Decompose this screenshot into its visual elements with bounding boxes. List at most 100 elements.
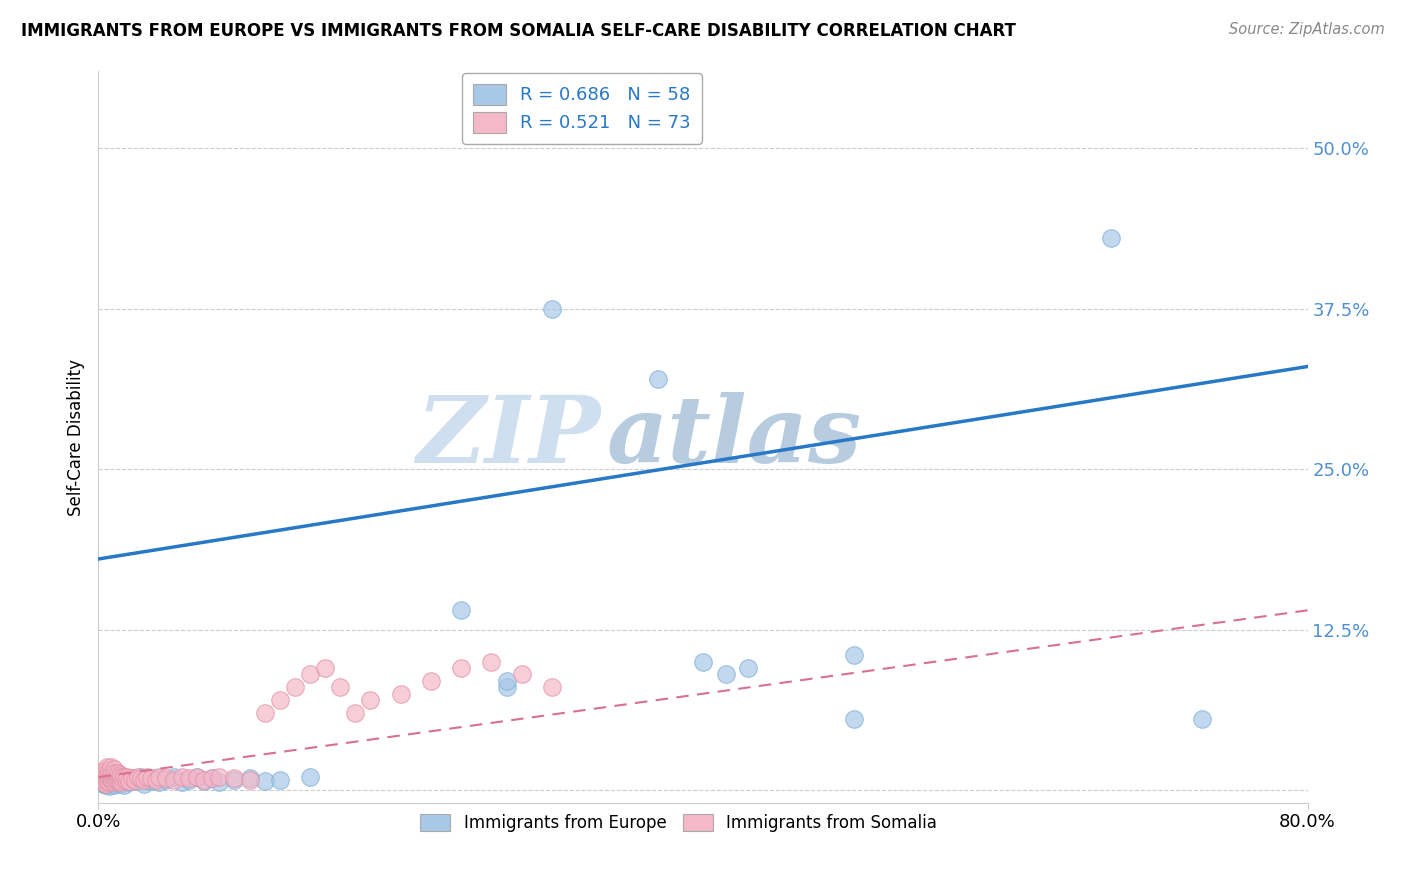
Point — [111, 772, 134, 787]
Text: ZIP: ZIP — [416, 392, 600, 482]
Point — [208, 770, 231, 784]
Point — [96, 774, 118, 789]
Point — [100, 767, 122, 781]
Point — [93, 774, 115, 789]
Point — [1191, 712, 1213, 726]
Point — [103, 763, 125, 777]
Point — [510, 667, 533, 681]
Point — [737, 661, 759, 675]
Point — [141, 774, 163, 789]
Point — [118, 775, 141, 789]
Point — [100, 774, 122, 789]
Text: Source: ZipAtlas.com: Source: ZipAtlas.com — [1229, 22, 1385, 37]
Point — [105, 775, 128, 789]
Point — [135, 770, 157, 784]
Point — [96, 775, 118, 789]
Point — [714, 667, 737, 681]
Point — [91, 770, 114, 784]
Point — [101, 766, 124, 780]
Point — [103, 775, 125, 789]
Point — [692, 655, 714, 669]
Point — [239, 772, 262, 787]
Point — [495, 673, 517, 688]
Point — [253, 774, 276, 789]
Point — [193, 774, 215, 789]
Point — [269, 772, 291, 787]
Point — [344, 706, 367, 720]
Point — [121, 772, 143, 786]
Point — [110, 774, 132, 789]
Point — [129, 770, 152, 784]
Point — [103, 769, 125, 783]
Point — [93, 770, 115, 784]
Point — [98, 764, 121, 778]
Point — [111, 770, 134, 784]
Point — [91, 776, 114, 790]
Point — [98, 779, 121, 793]
Point — [145, 772, 167, 786]
Point — [108, 776, 131, 790]
Point — [108, 767, 131, 781]
Point — [647, 372, 669, 386]
Point — [314, 661, 336, 675]
Point — [112, 778, 135, 792]
Point — [112, 770, 135, 784]
Point — [107, 766, 129, 780]
Point — [104, 772, 127, 787]
Point — [91, 775, 114, 789]
Point — [125, 774, 148, 789]
Point — [155, 772, 177, 786]
Point — [179, 772, 201, 787]
Point — [105, 767, 128, 781]
Point — [94, 764, 117, 778]
Point — [148, 775, 170, 789]
Text: IMMIGRANTS FROM EUROPE VS IMMIGRANTS FROM SOMALIA SELF-CARE DISABILITY CORRELATI: IMMIGRANTS FROM EUROPE VS IMMIGRANTS FRO… — [21, 22, 1017, 40]
Point — [135, 772, 157, 787]
Point — [540, 301, 562, 316]
Point — [127, 770, 149, 784]
Point — [94, 776, 117, 790]
Point — [299, 667, 322, 681]
Point — [420, 673, 443, 688]
Point — [179, 772, 201, 786]
Point — [100, 772, 122, 787]
Point — [115, 770, 138, 784]
Point — [114, 772, 136, 787]
Point — [101, 774, 124, 789]
Point — [118, 774, 141, 789]
Point — [98, 770, 121, 784]
Point — [110, 775, 132, 789]
Point — [91, 764, 114, 778]
Point — [481, 655, 503, 669]
Point — [360, 693, 382, 707]
Point — [107, 772, 129, 787]
Point — [1099, 231, 1122, 245]
Point — [104, 766, 127, 780]
Point — [450, 661, 472, 675]
Point — [284, 681, 307, 695]
Point — [89, 770, 111, 784]
Point — [103, 778, 125, 792]
Point — [114, 772, 136, 787]
Point — [148, 770, 170, 784]
Point — [145, 772, 167, 787]
Point — [110, 770, 132, 784]
Point — [224, 772, 246, 787]
Point — [100, 767, 122, 781]
Point — [129, 772, 152, 786]
Point — [329, 681, 352, 695]
Point — [90, 767, 112, 781]
Point — [186, 770, 208, 784]
Point — [208, 775, 231, 789]
Point — [201, 772, 224, 786]
Point — [100, 760, 122, 774]
Point — [224, 772, 246, 786]
Point — [94, 772, 117, 786]
Point — [93, 772, 115, 787]
Point — [101, 772, 124, 786]
Point — [90, 772, 112, 787]
Point — [141, 772, 163, 786]
Point — [105, 774, 128, 789]
Point — [170, 770, 193, 784]
Point — [93, 767, 115, 781]
